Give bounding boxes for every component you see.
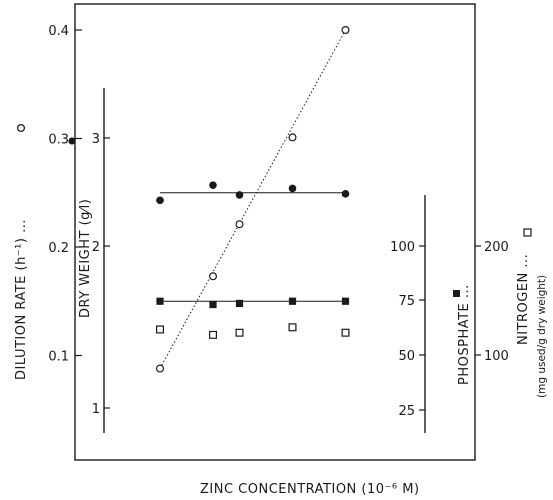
open-circle-point bbox=[235, 220, 244, 229]
nitrogen-tick-label: 100 bbox=[484, 349, 509, 364]
open-circle-point bbox=[209, 272, 218, 281]
dilution-tick-label: 0.1 bbox=[48, 350, 69, 365]
dilution-rate-ticks: 0.1 0.2 0.3 0.4 bbox=[48, 24, 82, 365]
filled-circle-point bbox=[156, 196, 164, 205]
filled-circle-point bbox=[288, 184, 297, 193]
dilution-tick-label: 0.4 bbox=[48, 24, 69, 39]
open-square-point bbox=[288, 323, 297, 332]
filled-circle-point bbox=[209, 181, 217, 189]
open-circle-point bbox=[341, 26, 350, 35]
trend-lines bbox=[159, 29, 346, 369]
nitrogen-axis-sublabel: (mg used/g dry weight) bbox=[536, 275, 548, 398]
nitrogen-label-marker bbox=[523, 228, 532, 237]
phosphate-tick-label: 25 bbox=[398, 404, 415, 419]
phosphate-ticks: 25 50 75 100 bbox=[390, 240, 425, 419]
filled-square-point bbox=[235, 299, 244, 308]
filled-square-point bbox=[288, 297, 297, 305]
nitrogen-ticks: 100 200 bbox=[475, 240, 509, 364]
filled-square-point bbox=[156, 297, 164, 305]
dilution-rate-axis-label: DILUTION RATE (h⁻¹) ... bbox=[14, 219, 29, 380]
nitrogen-tick-label: 200 bbox=[484, 240, 509, 255]
open-circle-point bbox=[156, 364, 165, 373]
dry-weight-label-marker bbox=[68, 137, 76, 145]
open-square-point bbox=[156, 325, 165, 334]
dry-weight-axis-label: DRY WEIGHT (g⁄l) bbox=[78, 199, 93, 318]
phosphate-tick-label: 75 bbox=[398, 294, 415, 309]
x-axis-label: ZINC CONCENTRATION (10⁻⁶ M) bbox=[200, 482, 420, 497]
filled-square-point bbox=[209, 300, 217, 309]
open-square-point bbox=[235, 328, 244, 337]
dilution-rate-label-marker bbox=[16, 123, 26, 133]
dilution-tick-label: 0.3 bbox=[48, 133, 69, 148]
dilution-tick-label: 0.2 bbox=[48, 241, 69, 256]
open-square-point bbox=[341, 328, 350, 337]
open-square-point bbox=[209, 330, 218, 339]
filled-circle-point bbox=[341, 190, 350, 198]
nitrogen-axis-label: NITROGEN ... bbox=[516, 254, 531, 345]
plot-frame bbox=[74, 3, 476, 461]
phosphate-tick-label: 50 bbox=[398, 349, 415, 364]
open-circle-point bbox=[288, 133, 297, 142]
dry-weight-tick-label: 1 bbox=[92, 402, 100, 417]
dry-weight-tick-label: 3 bbox=[92, 132, 100, 147]
dry-weight-tick-label: 2 bbox=[92, 240, 100, 255]
phosphate-label-marker bbox=[453, 290, 460, 297]
data-markers bbox=[156, 26, 350, 373]
phosphate-tick-label: 100 bbox=[390, 240, 415, 255]
filled-square-point bbox=[341, 297, 350, 305]
dry-weight-ticks: 1 2 3 bbox=[92, 132, 110, 417]
phosphate-axis-label: PHOSPHATE ... bbox=[457, 284, 472, 385]
filled-circle-point bbox=[235, 191, 244, 199]
dilution-trend-line bbox=[159, 29, 346, 369]
